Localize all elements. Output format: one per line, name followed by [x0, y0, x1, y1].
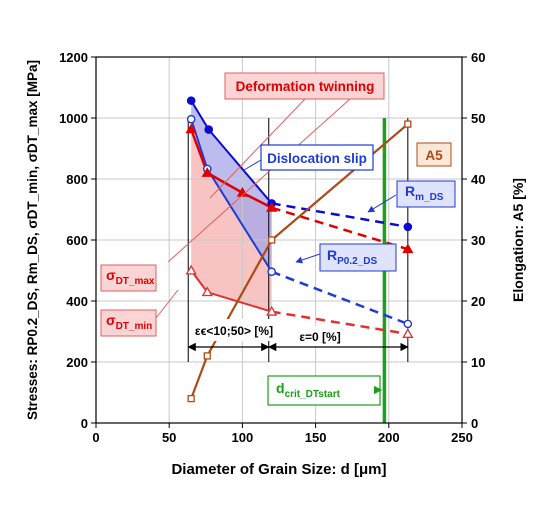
a5-label-box — [416, 142, 452, 167]
dcrit-label-main: d — [276, 380, 285, 396]
dt-max-point — [201, 167, 213, 177]
rp02-ds-label: RP0.2_DS — [327, 247, 377, 267]
x-tick-label: 200 — [378, 430, 400, 445]
rp02-ds-arrow — [295, 253, 321, 264]
rp02-ds-label-sub: P0.2_DS — [337, 256, 377, 267]
dcrit-label-box — [267, 375, 381, 406]
eps-zero-bg — [290, 326, 348, 346]
a5-point — [203, 352, 211, 360]
a5-point — [268, 236, 276, 244]
dt-min-point — [402, 328, 414, 338]
dt-min-point — [201, 286, 213, 297]
dt-min-label: σDT_min — [106, 312, 152, 332]
dcrit-label: dcrit_DTstart — [276, 380, 341, 400]
dcrit-label-sub: crit_DTstart — [285, 389, 341, 400]
rm-ds-label: Rm_DS — [405, 183, 444, 203]
y-left-tick-label: 1200 — [59, 50, 88, 65]
rm-ds-label-box — [396, 180, 456, 208]
dt-min-label-sub: DT_min — [116, 321, 153, 332]
dt-max-point — [185, 123, 197, 134]
eps-zero-label: ε=0 [%] — [299, 330, 340, 344]
y-right-tick-label: 0 — [471, 416, 478, 431]
rm-ds-point — [204, 125, 214, 134]
rp02-ds-label-main: R — [327, 247, 337, 263]
a5-point — [404, 120, 412, 128]
rp02-ds-point — [267, 267, 276, 277]
y-left-axis-label: Stresses: RP0.2_DS, Rm_DS, σDT_min, σDT_… — [24, 60, 40, 420]
x-axis-label: Diameter of Grain Size: d [μm] — [171, 461, 386, 478]
rp02-ds-label-box — [319, 243, 397, 272]
dt-min-point — [185, 264, 197, 275]
dt-max-label-box — [100, 264, 157, 292]
y-right-tick-label: 30 — [471, 233, 485, 248]
y-right-tick-label: 10 — [471, 355, 485, 370]
dt_max-dashed-line — [271, 206, 409, 251]
rm-ds-point — [186, 96, 196, 105]
rp02-ds-point — [186, 114, 196, 124]
y-right-axis-label: Elongation: A5 [%] — [510, 178, 526, 302]
y-left-tick-label: 600 — [66, 233, 88, 248]
x-tick-label: 150 — [305, 430, 327, 445]
y-right-tick-label: 20 — [471, 294, 485, 309]
y-left-tick-label: 400 — [66, 294, 88, 309]
y-left-tick-label: 1000 — [59, 111, 88, 126]
a5-label: A5 — [425, 148, 443, 163]
deformation-twinning-label: Deformation twinning — [236, 79, 375, 94]
dt-max-point — [402, 243, 414, 254]
y-right-tick-label: 50 — [471, 111, 485, 126]
x-tick-label: 250 — [451, 430, 473, 445]
y-left-tick-label: 0 — [81, 416, 88, 431]
y-left-tick-label: 200 — [66, 355, 88, 370]
x-tick-label: 100 — [232, 430, 254, 445]
slip-leader-line — [243, 159, 262, 171]
twinning-leader-line — [167, 98, 351, 263]
a5-line — [190, 123, 409, 399]
dt-max-label-sub: DT_max — [116, 276, 155, 287]
dt-min-leader-line — [155, 289, 179, 319]
rm-ds-label-main: R — [405, 183, 415, 199]
dt-min-label-main: σ — [106, 312, 116, 328]
eps-range-bg — [192, 319, 278, 341]
deformation-twinning-region — [191, 129, 272, 312]
dt-max-point — [266, 201, 278, 212]
x-tick-label: 0 — [92, 430, 99, 445]
y-right-tick-label: 60 — [471, 50, 485, 65]
dt-min-label-box — [100, 309, 157, 337]
a5-point — [187, 394, 195, 403]
x-tick-label: 50 — [162, 430, 176, 445]
rp02_ds-dashed-line — [271, 270, 409, 326]
y-right-tick-label: 40 — [471, 172, 485, 187]
dt-min-point — [266, 305, 278, 316]
dislocation-slip-box — [260, 144, 374, 171]
y-left-tick-label: 800 — [66, 172, 88, 187]
rp02-ds-point — [403, 319, 413, 329]
dt-max-label-main: σ — [106, 267, 116, 283]
rm-ds-point — [403, 222, 413, 232]
twinning-leader-line — [209, 98, 306, 199]
rm-ds-arrow — [367, 194, 397, 213]
dt_min-dashed-line — [271, 310, 409, 336]
rm_ds-dashed-line — [271, 202, 409, 229]
dt-max-label: σDT_max — [106, 267, 155, 287]
dislocation-slip-label: Dislocation slip — [267, 151, 367, 166]
dt-max-point — [236, 186, 249, 197]
rm-ds-label-sub: m_DS — [415, 192, 444, 203]
eps-range-label: εϵ<10;50> [%] — [195, 324, 273, 338]
deformation-twinning-box — [224, 72, 385, 100]
